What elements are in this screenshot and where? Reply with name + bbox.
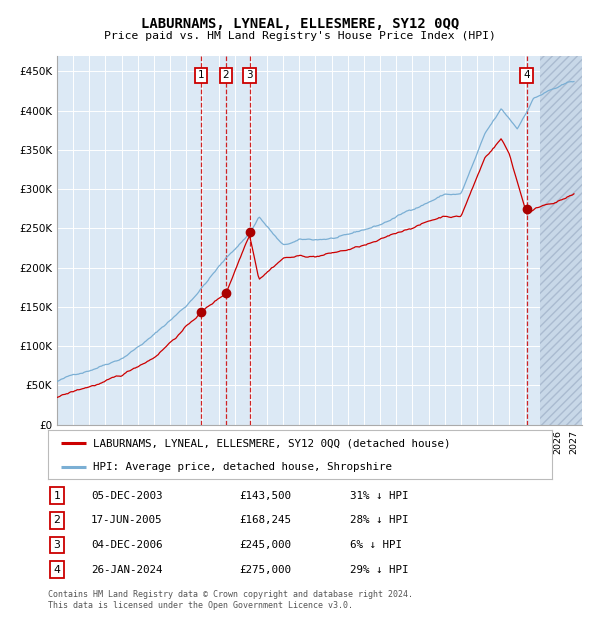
Text: 04-DEC-2006: 04-DEC-2006: [91, 540, 163, 550]
Text: HPI: Average price, detached house, Shropshire: HPI: Average price, detached house, Shro…: [94, 461, 392, 472]
Text: £275,000: £275,000: [239, 565, 292, 575]
Text: 17-JUN-2005: 17-JUN-2005: [91, 515, 163, 525]
Text: Price paid vs. HM Land Registry's House Price Index (HPI): Price paid vs. HM Land Registry's House …: [104, 31, 496, 41]
Text: 31% ↓ HPI: 31% ↓ HPI: [350, 491, 409, 501]
Text: £245,000: £245,000: [239, 540, 292, 550]
Text: 4: 4: [523, 71, 530, 81]
Text: 28% ↓ HPI: 28% ↓ HPI: [350, 515, 409, 525]
Bar: [540, 56, 582, 425]
Text: £168,245: £168,245: [239, 515, 292, 525]
Text: 2: 2: [223, 71, 229, 81]
Bar: [540, 56, 582, 425]
Text: Contains HM Land Registry data © Crown copyright and database right 2024.
This d: Contains HM Land Registry data © Crown c…: [48, 590, 413, 609]
Text: 3: 3: [246, 71, 253, 81]
Text: 3: 3: [53, 540, 61, 550]
Text: 6% ↓ HPI: 6% ↓ HPI: [350, 540, 403, 550]
Text: LABURNAMS, LYNEAL, ELLESMERE, SY12 0QQ: LABURNAMS, LYNEAL, ELLESMERE, SY12 0QQ: [141, 17, 459, 32]
Text: LABURNAMS, LYNEAL, ELLESMERE, SY12 0QQ (detached house): LABURNAMS, LYNEAL, ELLESMERE, SY12 0QQ (…: [94, 438, 451, 448]
Text: 05-DEC-2003: 05-DEC-2003: [91, 491, 163, 501]
Text: 1: 1: [53, 491, 61, 501]
Text: 4: 4: [53, 565, 61, 575]
Text: 1: 1: [198, 71, 205, 81]
Text: 29% ↓ HPI: 29% ↓ HPI: [350, 565, 409, 575]
Text: 26-JAN-2024: 26-JAN-2024: [91, 565, 163, 575]
Text: £143,500: £143,500: [239, 491, 292, 501]
Text: 2: 2: [53, 515, 61, 525]
